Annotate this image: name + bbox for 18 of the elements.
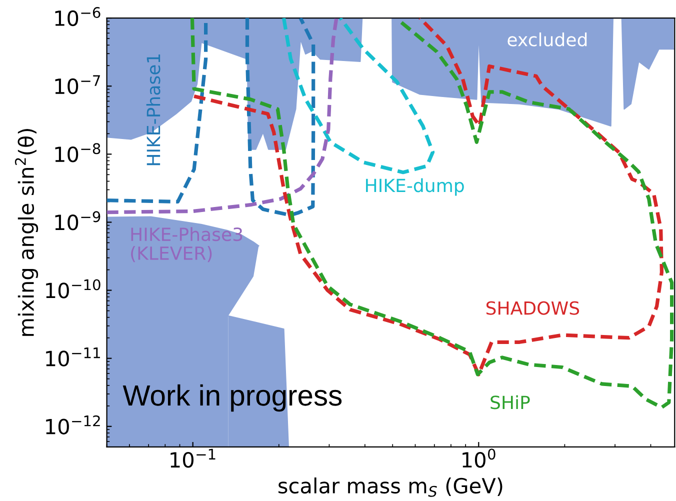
series-label: SHADOWS	[486, 301, 580, 315]
series-label: excluded	[508, 32, 587, 46]
y-tick-label: 10$^{−7}$	[55, 75, 100, 94]
text: HIKE-Phase1	[146, 54, 160, 166]
y-tick-label: 10$^{−9}$	[55, 211, 100, 230]
series-label: HIKE-Phase3 (KLEVER)	[131, 227, 242, 262]
x-tick-label: 10$^{0}$	[462, 448, 496, 468]
y-tick-label: 10$^{−8}$	[55, 143, 100, 162]
y-tick-label: 10$^{−10}$	[46, 279, 100, 298]
series-label: SHiP	[490, 395, 530, 410]
y-tick-label: 10$^{−11}$	[46, 348, 100, 366]
x-tick-label: 10$^{−1}$	[170, 448, 216, 468]
y-tick-label: 10$^{−6}$	[55, 6, 100, 26]
y-axis-title: mixing angle sin$^{2}$(θ)	[14, 129, 38, 336]
x-axis-title: scalar mass m$_{S}$ (GeV)	[278, 477, 502, 497]
y-tick-label: 10$^{−12}$	[46, 415, 100, 434]
annotation: Work in progress	[122, 384, 342, 412]
series-label: HIKE-dump	[366, 178, 464, 196]
